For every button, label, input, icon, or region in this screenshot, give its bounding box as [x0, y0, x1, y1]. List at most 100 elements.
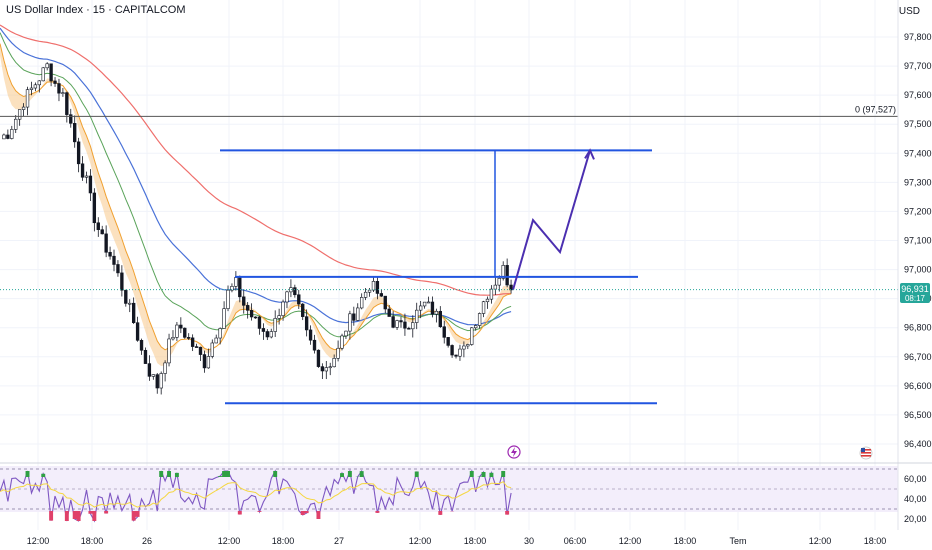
- candle-body: [415, 309, 419, 323]
- candle-body: [304, 316, 309, 331]
- time-axis[interactable]: 12:00 18:00 26 12:00 18:00 27 12:00 18:00 30 06:0…: [27, 536, 887, 546]
- projection-arrowhead: [584, 148, 595, 160]
- candle-body: [29, 87, 34, 90]
- candle-body: [6, 134, 10, 139]
- candle-body: [80, 163, 85, 178]
- candle-body: [438, 310, 442, 328]
- candle-body: [139, 340, 144, 351]
- rsi-panel: [0, 466, 898, 512]
- ma-green-line: [0, 32, 512, 338]
- chart-title: US Dollar Index · 15 · CAPITALCOM: [6, 4, 186, 16]
- candle-body: [108, 251, 112, 257]
- candle-body: [222, 308, 226, 329]
- candle-body: [422, 301, 427, 307]
- candles: [2, 62, 513, 395]
- candle-body: [202, 354, 207, 369]
- candle-body: [88, 175, 93, 194]
- candle-body: [147, 363, 152, 377]
- projection-path[interactable]: [512, 150, 591, 291]
- price-tick-label: 97,300: [904, 177, 932, 187]
- time-tick-label: 18:00: [464, 536, 487, 546]
- candle-body: [273, 318, 277, 332]
- candle-body: [194, 346, 199, 348]
- candle-body: [53, 80, 57, 84]
- price-axis[interactable]: 97,800 97,700 97,600 97,500 97,400 97,300 97,2…: [904, 32, 932, 449]
- rsi-tick-label: 60,00: [904, 474, 927, 484]
- candle-body: [312, 339, 317, 351]
- candle-body: [281, 301, 285, 316]
- candle-body: [84, 175, 89, 178]
- candle-body: [37, 80, 41, 86]
- candle-body: [297, 294, 301, 305]
- candle-body: [332, 358, 336, 368]
- candle-body: [470, 327, 474, 345]
- candle-body: [269, 331, 273, 338]
- price-label-value: 96,931: [901, 284, 929, 294]
- price-tick-label: 96,400: [904, 439, 932, 449]
- candle-body: [163, 362, 167, 374]
- candle-body: [430, 301, 435, 315]
- candle-body: [124, 289, 128, 304]
- candle-body: [116, 264, 120, 274]
- us-flag-icon[interactable]: [859, 446, 873, 460]
- candle-body: [505, 265, 509, 286]
- candle-body: [265, 331, 270, 338]
- candle-body: [257, 316, 262, 329]
- candle-body: [348, 313, 352, 332]
- price-tick-label: 96,700: [904, 352, 932, 362]
- candle-body: [73, 123, 77, 143]
- candle-body: [131, 302, 136, 323]
- candle-body: [214, 337, 218, 344]
- candle-body: [399, 320, 403, 323]
- candle-body: [474, 325, 478, 329]
- ma-orange-line: [0, 43, 512, 351]
- candle-body: [92, 192, 97, 224]
- candle-body: [293, 287, 297, 296]
- candle-body: [407, 327, 411, 330]
- candle-body: [285, 291, 289, 303]
- candle-body: [245, 305, 250, 311]
- lightning-icon[interactable]: [507, 445, 521, 459]
- candle-body: [171, 337, 175, 340]
- rsi-axis[interactable]: 60,00 40,00 20,00: [904, 474, 927, 524]
- candle-body: [96, 222, 100, 230]
- candle-body: [159, 373, 163, 389]
- candle-body: [238, 277, 242, 298]
- candle-body: [454, 354, 458, 357]
- candle-body: [344, 330, 348, 337]
- candle-body: [356, 307, 360, 321]
- candle-body: [230, 286, 234, 291]
- candle-body: [167, 338, 171, 364]
- candle-body: [57, 83, 61, 94]
- time-tick-label: 12:00: [809, 536, 832, 546]
- candle-body: [45, 63, 49, 69]
- currency-label[interactable]: USD: [898, 6, 920, 17]
- time-tick-label: 18:00: [674, 536, 697, 546]
- candle-body: [403, 321, 407, 329]
- candle-body: [489, 288, 494, 300]
- price-tick-label: 97,100: [904, 236, 932, 246]
- candle-body: [69, 114, 73, 124]
- grid: [0, 0, 898, 530]
- candle-body: [218, 328, 222, 339]
- candle-body: [446, 337, 450, 346]
- price-tick-label: 96,800: [904, 323, 932, 333]
- candle-body: [375, 281, 380, 294]
- time-tick-label: 12:00: [619, 536, 642, 546]
- rsi-line: [0, 468, 512, 523]
- rsi-ma-line: [0, 481, 512, 508]
- candle-body: [289, 287, 293, 293]
- candle-body: [320, 366, 325, 372]
- time-tick-label: 18:00: [272, 536, 295, 546]
- price-tick-label: 97,700: [904, 61, 932, 71]
- candle-body: [466, 344, 470, 347]
- time-tick-label: 30: [524, 536, 534, 546]
- time-tick-label: 12:00: [27, 536, 50, 546]
- candle-body: [242, 296, 246, 306]
- candle-body: [143, 349, 148, 364]
- price-tick-label: 97,000: [904, 265, 932, 275]
- candle-body: [458, 348, 462, 357]
- price-tick-label: 97,200: [904, 206, 932, 216]
- rsi-tick-label: 20,00: [904, 514, 927, 524]
